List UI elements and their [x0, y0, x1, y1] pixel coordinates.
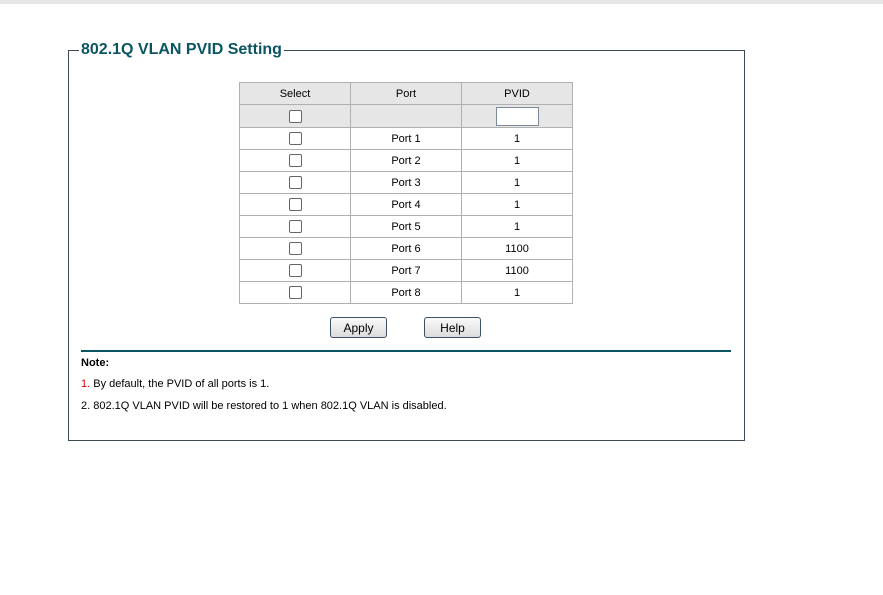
- help-button[interactable]: Help: [424, 317, 481, 338]
- select-all-checkbox[interactable]: [288, 109, 302, 123]
- port-name: Port 3: [350, 171, 462, 194]
- port-pvid: 1: [461, 281, 573, 304]
- table-row: Port 8 1: [239, 281, 573, 304]
- port-select-checkbox[interactable]: [288, 220, 302, 233]
- port-select-checkbox[interactable]: [288, 264, 302, 277]
- port-pvid: 1: [461, 149, 573, 172]
- port-pvid: 1100: [461, 237, 573, 260]
- port-select-checkbox[interactable]: [288, 286, 302, 299]
- port-select-checkbox[interactable]: [288, 198, 302, 211]
- note-label: Note:: [81, 357, 110, 369]
- table-row: Port 5 1: [239, 215, 573, 238]
- note-item-2: 2. 802.1Q VLAN PVID will be restored to …: [81, 400, 447, 412]
- batch-row: [239, 104, 573, 128]
- port-select-checkbox[interactable]: [288, 132, 302, 145]
- port-name: Port 4: [350, 193, 462, 216]
- table-row: Port 2 1: [239, 149, 573, 172]
- top-bar: [0, 0, 883, 4]
- header-pvid: PVID: [461, 82, 573, 105]
- port-name: Port 6: [350, 237, 462, 260]
- port-pvid: 1: [461, 215, 573, 238]
- table-row: Port 1 1: [239, 127, 573, 150]
- header-port: Port: [350, 82, 462, 105]
- port-name: Port 2: [350, 149, 462, 172]
- port-pvid: 1: [461, 171, 573, 194]
- port-pvid: 1: [461, 193, 573, 216]
- port-select-checkbox[interactable]: [288, 176, 302, 189]
- port-pvid: 1: [461, 127, 573, 150]
- pvid-table: Select Port PVID Port 1 1 Port 2 1 Port …: [239, 82, 573, 304]
- panel-title: 802.1Q VLAN PVID Setting: [81, 41, 282, 58]
- divider: [81, 350, 731, 352]
- apply-button[interactable]: Apply: [330, 317, 387, 338]
- port-pvid: 1100: [461, 259, 573, 282]
- port-name: Port 7: [350, 259, 462, 282]
- port-name: Port 8: [350, 281, 462, 304]
- port-name: Port 1: [350, 127, 462, 150]
- port-select-checkbox[interactable]: [288, 242, 302, 255]
- table-row: Port 6 1100: [239, 237, 573, 260]
- port-name: Port 5: [350, 215, 462, 238]
- batch-pvid-input[interactable]: [495, 106, 539, 126]
- pvid-setting-panel: [68, 50, 745, 441]
- table-row: Port 7 1100: [239, 259, 573, 282]
- table-row: Port 4 1: [239, 193, 573, 216]
- note-item-1: 1. By default, the PVID of all ports is …: [81, 378, 270, 390]
- port-select-checkbox[interactable]: [288, 154, 302, 167]
- table-row: Port 3 1: [239, 171, 573, 194]
- header-select: Select: [239, 82, 351, 105]
